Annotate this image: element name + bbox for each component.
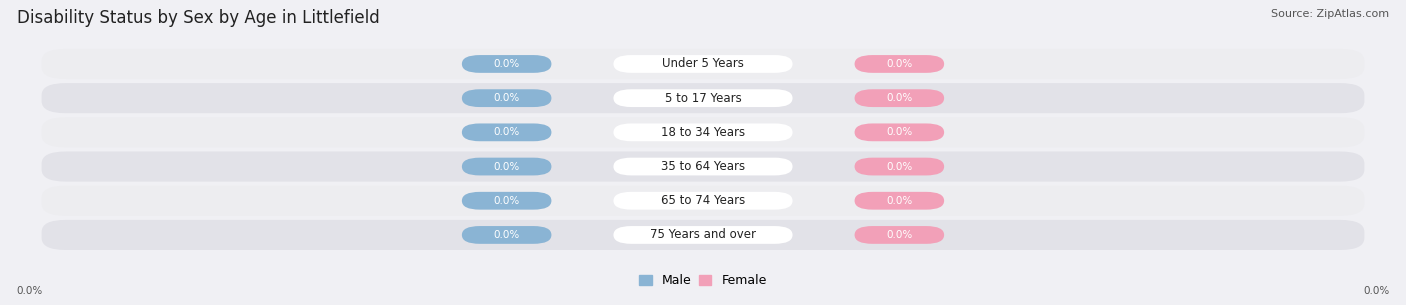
FancyBboxPatch shape	[855, 158, 945, 175]
FancyBboxPatch shape	[461, 124, 551, 141]
FancyBboxPatch shape	[855, 89, 945, 107]
FancyBboxPatch shape	[42, 186, 1364, 216]
Text: 0.0%: 0.0%	[494, 59, 520, 69]
Text: 35 to 64 Years: 35 to 64 Years	[661, 160, 745, 173]
FancyBboxPatch shape	[613, 158, 793, 175]
Text: 0.0%: 0.0%	[886, 162, 912, 171]
Text: 0.0%: 0.0%	[494, 93, 520, 103]
Text: 0.0%: 0.0%	[886, 127, 912, 137]
FancyBboxPatch shape	[461, 226, 551, 244]
Text: 0.0%: 0.0%	[494, 127, 520, 137]
FancyBboxPatch shape	[461, 192, 551, 210]
FancyBboxPatch shape	[42, 83, 1364, 113]
FancyBboxPatch shape	[42, 220, 1364, 250]
FancyBboxPatch shape	[613, 55, 793, 73]
Text: 0.0%: 0.0%	[886, 93, 912, 103]
Text: Disability Status by Sex by Age in Littlefield: Disability Status by Sex by Age in Littl…	[17, 9, 380, 27]
Text: 0.0%: 0.0%	[494, 230, 520, 240]
FancyBboxPatch shape	[855, 226, 945, 244]
FancyBboxPatch shape	[855, 192, 945, 210]
Text: 0.0%: 0.0%	[886, 59, 912, 69]
Legend: Male, Female: Male, Female	[634, 269, 772, 292]
FancyBboxPatch shape	[461, 55, 551, 73]
Text: 75 Years and over: 75 Years and over	[650, 228, 756, 242]
Text: 18 to 34 Years: 18 to 34 Years	[661, 126, 745, 139]
FancyBboxPatch shape	[613, 226, 793, 244]
Text: 0.0%: 0.0%	[17, 286, 44, 296]
FancyBboxPatch shape	[42, 152, 1364, 181]
Text: 0.0%: 0.0%	[886, 230, 912, 240]
FancyBboxPatch shape	[42, 49, 1364, 79]
FancyBboxPatch shape	[461, 158, 551, 175]
Text: 0.0%: 0.0%	[1362, 286, 1389, 296]
Text: Under 5 Years: Under 5 Years	[662, 57, 744, 70]
FancyBboxPatch shape	[461, 89, 551, 107]
Text: 65 to 74 Years: 65 to 74 Years	[661, 194, 745, 207]
Text: Source: ZipAtlas.com: Source: ZipAtlas.com	[1271, 9, 1389, 19]
FancyBboxPatch shape	[42, 117, 1364, 147]
FancyBboxPatch shape	[855, 124, 945, 141]
Text: 5 to 17 Years: 5 to 17 Years	[665, 92, 741, 105]
FancyBboxPatch shape	[855, 55, 945, 73]
FancyBboxPatch shape	[613, 192, 793, 210]
Text: 0.0%: 0.0%	[494, 196, 520, 206]
Text: 0.0%: 0.0%	[886, 196, 912, 206]
FancyBboxPatch shape	[613, 89, 793, 107]
Text: 0.0%: 0.0%	[494, 162, 520, 171]
FancyBboxPatch shape	[613, 124, 793, 141]
